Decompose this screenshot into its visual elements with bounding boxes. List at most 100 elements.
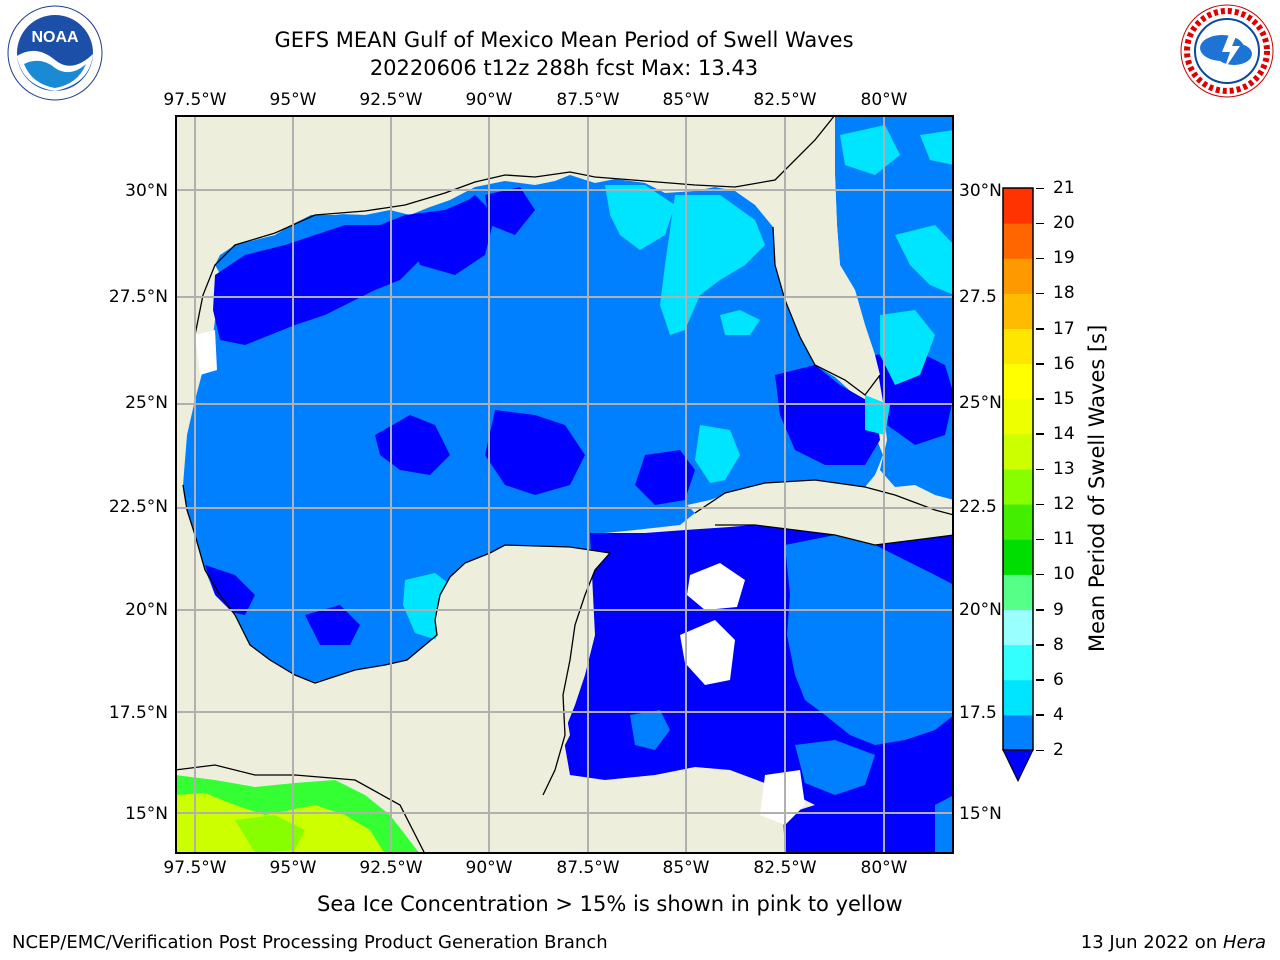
footer-host: Hera [1222, 932, 1266, 953]
lat-label: 20°N [959, 600, 1002, 620]
lon-label: 85°W [662, 858, 710, 878]
colorbar-tick-mark [1036, 503, 1044, 506]
colorbar-tick-label: 10 [1053, 564, 1075, 585]
colorbar-tick-label: 6 [1053, 669, 1064, 690]
pacific-swell-area [175, 775, 420, 854]
map-panel [174, 114, 955, 855]
colorbar-tick-label: 12 [1053, 494, 1075, 515]
colorbar-segment [1003, 679, 1033, 716]
lon-label: 97.5°W [163, 858, 227, 878]
lon-label: 87.5°W [556, 90, 620, 110]
lon-label: 80°W [860, 90, 908, 110]
map-svg [174, 114, 955, 855]
colorbar-tick-label: 4 [1053, 704, 1064, 725]
colorbar-svg [1002, 187, 1034, 783]
colorbar-tick-label: 13 [1053, 459, 1075, 479]
lat-label: 17.5 [959, 703, 997, 723]
colorbar-tick-mark [1036, 468, 1044, 470]
chart-subtitle: 20220606 t12z 288h fcst Max: 13.43 [369, 56, 759, 80]
colorbar-tick-label: 2 [1053, 740, 1064, 760]
colorbar-tick-mark [1036, 749, 1044, 751]
colorbar [1000, 185, 1036, 785]
colorbar-tick-mark [1036, 398, 1044, 400]
colorbar-segment [1003, 328, 1033, 365]
nws-logo [1178, 2, 1276, 100]
colorbar-segment [1003, 293, 1033, 329]
sea-ice-note: Sea Ice Concentration > 15% is shown in … [317, 892, 903, 916]
lon-label: 92.5°W [359, 90, 423, 110]
lon-label: 90°W [465, 858, 513, 878]
colorbar-segment [1003, 574, 1033, 610]
colorbar-tick-label: 8 [1053, 634, 1064, 655]
colorbar-segment [1003, 609, 1033, 646]
lon-label: 85°W [662, 90, 710, 110]
colorbar-segment [1003, 539, 1033, 575]
missing-data-areas [195, 330, 805, 825]
lat-label: 22.5°N [108, 497, 168, 517]
colorbar-tick-label: 16 [1053, 353, 1075, 374]
lat-label: 25°N [125, 393, 168, 413]
lat-label: 22.5 [959, 497, 997, 517]
lon-label: 90°W [465, 90, 513, 110]
colorbar-extend-arrow [1002, 749, 1034, 783]
colorbar-tick-label: 9 [1053, 599, 1064, 620]
caribbean-medium-patches [630, 535, 954, 854]
lon-label: 82.5°W [753, 90, 817, 110]
footer-right: 13 Jun 2022 on Hera [1081, 932, 1266, 954]
colorbar-segment [1003, 433, 1033, 470]
colorbar-tick-mark [1036, 433, 1044, 435]
colorbar-tick-mark [1036, 363, 1044, 365]
colorbar-tick-label: 14 [1053, 423, 1075, 444]
lat-label: 15°N [959, 804, 1002, 824]
map-frame [175, 115, 954, 854]
lon-label: 92.5°W [359, 858, 423, 878]
footer-date: 13 Jun 2022 on [1080, 932, 1223, 953]
colorbar-tick-label: 19 [1053, 248, 1075, 269]
lon-label: 97.5°W [163, 90, 227, 110]
lat-label: 27.5 [959, 287, 997, 307]
chart-title: GEFS MEAN Gulf of Mexico Mean Period of … [274, 28, 854, 52]
noaa-logo: NOAA [6, 4, 104, 102]
colorbar-tick-label: 20 [1053, 213, 1075, 234]
colorbar-tick-mark [1036, 538, 1044, 541]
lon-label: 82.5°W [753, 858, 817, 878]
lat-label: 15°N [125, 804, 168, 824]
colorbar-tick-mark [1036, 644, 1044, 646]
lon-label: 95°W [269, 858, 317, 878]
colorbar-segment [1003, 188, 1033, 224]
colorbar-tick-mark [1036, 187, 1044, 189]
colorbar-segment [1003, 504, 1033, 540]
lon-label: 80°W [860, 858, 908, 878]
colorbar-tick-mark [1036, 609, 1044, 611]
colorbar-segment [1003, 398, 1033, 435]
colorbar-segment [1003, 644, 1033, 681]
colorbar-tick-label: 17 [1053, 318, 1075, 339]
colorbar-tick-mark [1036, 679, 1044, 681]
lon-label: 95°W [269, 90, 317, 110]
lat-label: 25°N [959, 393, 1002, 413]
colorbar-tick-label: 21 [1053, 178, 1075, 198]
lat-label: 17.5°N [108, 703, 168, 723]
lat-label: 27.5°N [108, 287, 168, 307]
colorbar-tick-mark [1036, 328, 1044, 330]
colorbar-segment [1003, 714, 1033, 751]
colorbar-segment [1003, 223, 1033, 259]
colorbar-tick-label: 15 [1053, 388, 1075, 409]
colorbar-segment [1003, 258, 1033, 294]
colorbar-tick-mark [1036, 257, 1044, 260]
colorbar-segment [1003, 469, 1033, 505]
footer-left: NCEP/EMC/Verification Post Processing Pr… [12, 932, 608, 953]
colorbar-tick-mark [1036, 222, 1044, 225]
lat-label: 20°N [125, 600, 168, 620]
colorbar-tick-mark [1036, 573, 1044, 576]
colorbar-label: Mean Period of Swell Waves [s] [1085, 324, 1109, 652]
lat-label: 30°N [959, 181, 1002, 201]
colorbar-frame [1002, 187, 1034, 751]
noaa-logo-text: NOAA [31, 29, 79, 46]
colorbar-tick-label: 18 [1053, 283, 1075, 304]
colorbar-tick-label: 11 [1053, 529, 1075, 550]
dark-blue-patches [205, 187, 954, 645]
graticule [175, 115, 954, 854]
colorbar-segment [1003, 363, 1033, 400]
colorbar-tick-mark [1036, 292, 1044, 295]
